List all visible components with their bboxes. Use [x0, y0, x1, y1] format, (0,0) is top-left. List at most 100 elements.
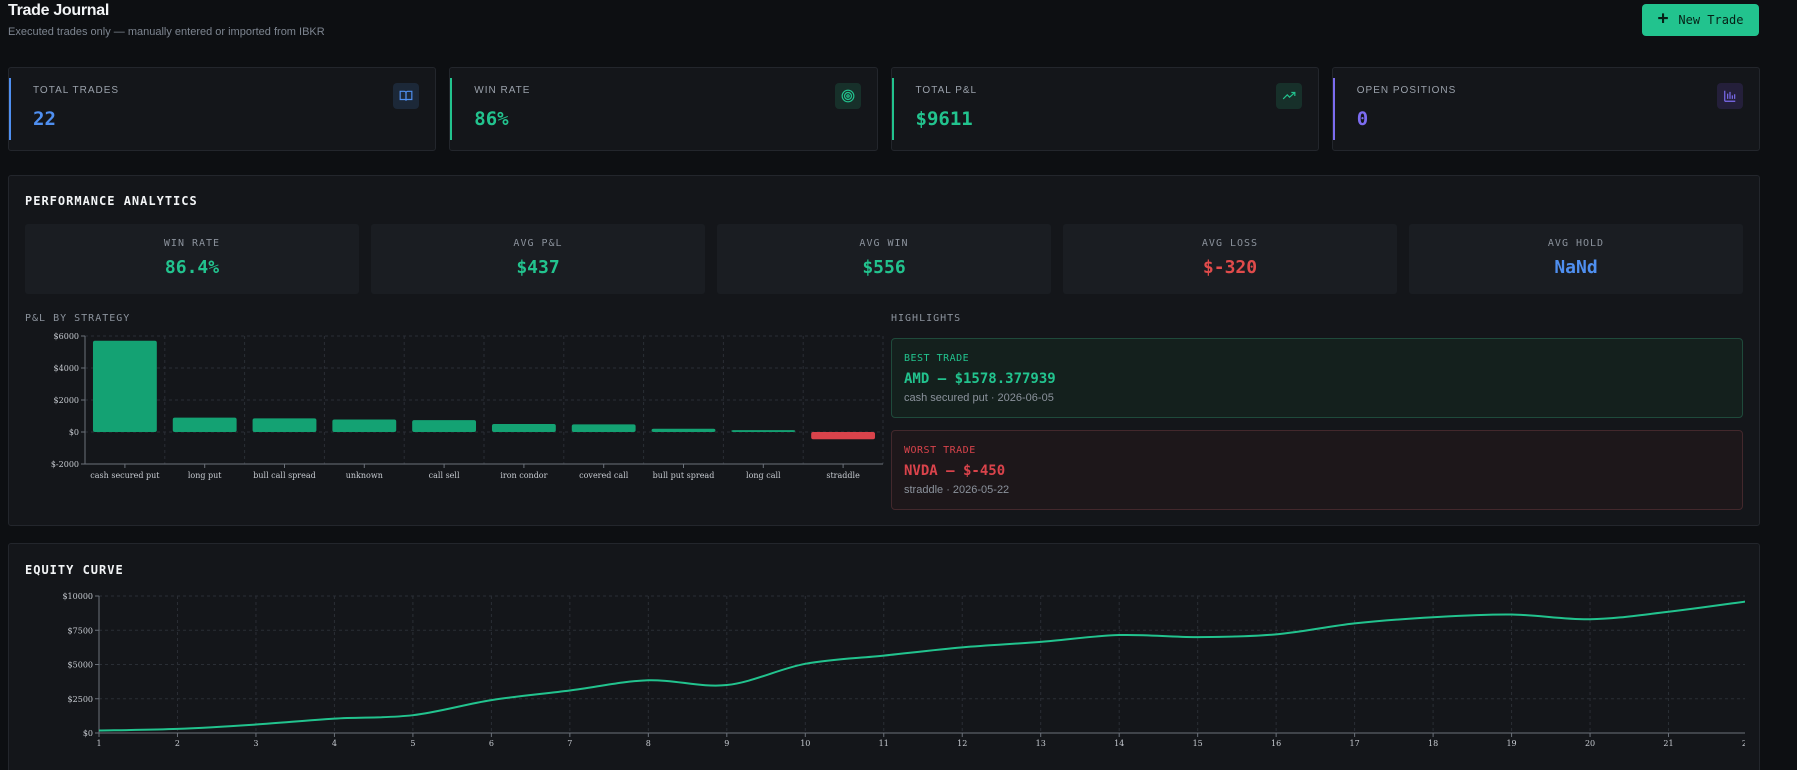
- x-tick-label: 1: [96, 739, 101, 748]
- stat-card-total-pnl: TOTAL P&L $9611: [890, 67, 1319, 151]
- x-tick-label: long call: [746, 471, 781, 480]
- x-tick-label: cash secured put: [90, 471, 160, 480]
- metric-label: AVG P&L: [513, 238, 563, 249]
- accent-bar: [9, 78, 11, 140]
- x-tick-label: 21: [1663, 739, 1673, 748]
- pnl-by-strategy-chart: $-2000 $0 $2000 $4000 $6000 cash secured put l…: [51, 332, 884, 480]
- best-trade-card: BEST TRADE AMD — $1578.377939 cash secur…: [891, 338, 1743, 418]
- stats-row: TOTAL TRADES 22 WIN RATE 86% TOTAL P&L $…: [8, 67, 1760, 151]
- x-tick-label: 15: [1193, 739, 1203, 748]
- bar-cash-secured-put: [92, 340, 157, 432]
- bar-long-call: [731, 430, 796, 432]
- trending-up-icon: [1275, 83, 1302, 109]
- page-subtitle: Executed trades only — manually entered …: [8, 26, 325, 38]
- x-tick-label: 10: [800, 739, 810, 748]
- plus-icon: +: [1657, 8, 1669, 29]
- metric-value: $556: [862, 257, 906, 278]
- x-tick-label: straddle: [826, 471, 860, 480]
- x-tick-label: long put: [188, 471, 222, 480]
- metric-value: 86.4%: [164, 257, 220, 278]
- best-trade-value: AMD — $1578.377939: [904, 371, 1056, 387]
- x-tick-label: 19: [1506, 739, 1516, 748]
- target-icon: [834, 83, 861, 109]
- y-tick-label: $6000: [54, 332, 79, 341]
- x-tick-label: 12: [957, 739, 967, 748]
- bar-iron-condor: [491, 424, 556, 432]
- equity-curve-panel: EQUITY CURVE 1 2 3 4 5 6 7 8 9 10 11 12 13 14 15 16 17 18…: [8, 543, 1760, 770]
- stat-value: 22: [33, 108, 56, 130]
- x-tick-label: 22: [1742, 739, 1745, 748]
- stat-label: TOTAL P&L: [915, 85, 978, 96]
- x-tick-label: 20: [1585, 739, 1595, 748]
- metric-label: AVG WIN: [859, 238, 909, 249]
- y-tick-label: $2500: [68, 695, 93, 704]
- new-trade-button[interactable]: + New Trade: [1642, 4, 1759, 36]
- accent-bar: [1332, 78, 1335, 140]
- stat-label: WIN RATE: [474, 85, 531, 96]
- bar-chart-icon: [1717, 83, 1743, 109]
- y-tick-label: $0: [83, 729, 93, 738]
- stat-card-total-trades: TOTAL TRADES 22: [8, 67, 437, 151]
- y-tick-label: $0: [69, 428, 79, 437]
- x-tick-label: call sell: [429, 471, 460, 480]
- metric-avg-win: AVG WIN $556: [717, 224, 1051, 294]
- bar-unknown: [332, 419, 397, 432]
- metric-avg-hold: AVG HOLD NaNd: [1409, 224, 1743, 294]
- x-tick-label: covered call: [579, 471, 629, 480]
- y-tick-label: $10000: [62, 592, 93, 601]
- x-tick-label: iron condor: [500, 471, 547, 480]
- panel-title: EQUITY CURVE: [25, 563, 124, 577]
- metric-label: WIN RATE: [163, 238, 221, 249]
- x-tick-label: 16: [1271, 739, 1281, 748]
- x-tick-label: 6: [489, 739, 494, 748]
- bar-covered-call: [571, 424, 636, 432]
- x-tick-label: unknown: [346, 471, 383, 480]
- x-tick-label: 3: [253, 739, 258, 748]
- x-tick-label: 2: [175, 739, 180, 748]
- new-trade-label: New Trade: [1678, 13, 1744, 27]
- x-tick-label: 4: [332, 739, 337, 748]
- metric-avg-pnl: AVG P&L $437: [371, 224, 705, 294]
- page-title: Trade Journal: [8, 2, 110, 19]
- x-tick-label: 14: [1114, 739, 1124, 748]
- metric-value: $437: [516, 257, 560, 278]
- best-trade-label: BEST TRADE: [904, 353, 970, 364]
- worst-trade-label: WORST TRADE: [904, 445, 976, 456]
- best-trade-detail: cash secured put · 2026-06-05: [904, 392, 1054, 404]
- x-tick-label: 9: [724, 739, 729, 748]
- stat-label: OPEN POSITIONS: [1356, 85, 1457, 96]
- x-tick-label: 18: [1428, 739, 1438, 748]
- page-header: Trade Journal Executed trades only — man…: [8, 0, 1759, 50]
- metric-win-rate: WIN RATE 86.4%: [25, 224, 359, 294]
- bar-call-sell: [412, 420, 477, 432]
- book-open-icon: [393, 83, 420, 109]
- strategy-chart-label: P&L BY STRATEGY: [25, 313, 131, 324]
- highlights-label: HIGHLIGHTS: [891, 313, 962, 324]
- stat-value: 86%: [474, 108, 509, 130]
- worst-trade-detail: straddle · 2026-05-22: [904, 484, 1010, 496]
- metric-value: NaNd: [1554, 257, 1598, 278]
- x-tick-label: bull call spread: [253, 471, 316, 480]
- metric-label: AVG LOSS: [1201, 238, 1259, 249]
- bar-bull-put-spread: [651, 428, 716, 432]
- bar-long-put: [172, 417, 237, 432]
- equity-curve-chart: 12345678910111213141516171819202122$0$25…: [62, 592, 1745, 748]
- x-tick-label: 17: [1350, 739, 1360, 748]
- y-tick-label: $2000: [54, 396, 79, 405]
- x-tick-label: bull put spread: [653, 471, 715, 480]
- metrics-row: WIN RATE 86.4% AVG P&L $437 AVG WIN $556…: [25, 224, 1743, 294]
- equity-line: [98, 600, 1745, 732]
- worst-trade-card: WORST TRADE NVDA — $-450 straddle · 2026…: [891, 430, 1743, 510]
- x-tick-label: 5: [410, 739, 415, 748]
- stat-card-win-rate: WIN RATE 86%: [449, 67, 878, 151]
- accent-bar: [450, 78, 453, 140]
- y-tick-label: $-2000: [51, 460, 79, 469]
- stat-card-open-positions: OPEN POSITIONS 0: [1331, 67, 1760, 151]
- worst-trade-value: NVDA — $-450: [904, 463, 1006, 479]
- metric-label: AVG HOLD: [1547, 238, 1605, 249]
- y-tick-label: $7500: [68, 626, 93, 635]
- panel-title: PERFORMANCE ANALYTICS: [25, 194, 198, 208]
- x-tick-label: 8: [646, 739, 651, 748]
- stat-value: $9611: [915, 108, 973, 130]
- performance-analytics-panel: PERFORMANCE ANALYTICS WIN RATE 86.4% AVG…: [8, 175, 1760, 526]
